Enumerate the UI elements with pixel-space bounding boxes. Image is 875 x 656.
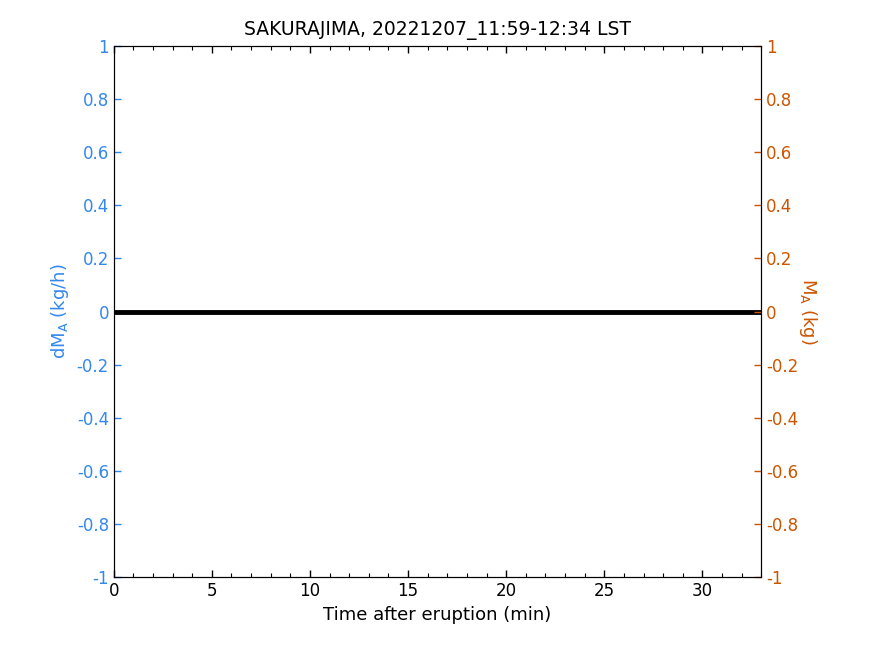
Title: SAKURAJIMA, 20221207_11:59-12:34 LST: SAKURAJIMA, 20221207_11:59-12:34 LST bbox=[244, 21, 631, 40]
Y-axis label: $\mathrm{M_A}$ (kg): $\mathrm{M_A}$ (kg) bbox=[797, 278, 819, 345]
X-axis label: Time after eruption (min): Time after eruption (min) bbox=[324, 605, 551, 624]
Y-axis label: $\mathrm{dM_A}$ (kg/h): $\mathrm{dM_A}$ (kg/h) bbox=[49, 264, 71, 359]
